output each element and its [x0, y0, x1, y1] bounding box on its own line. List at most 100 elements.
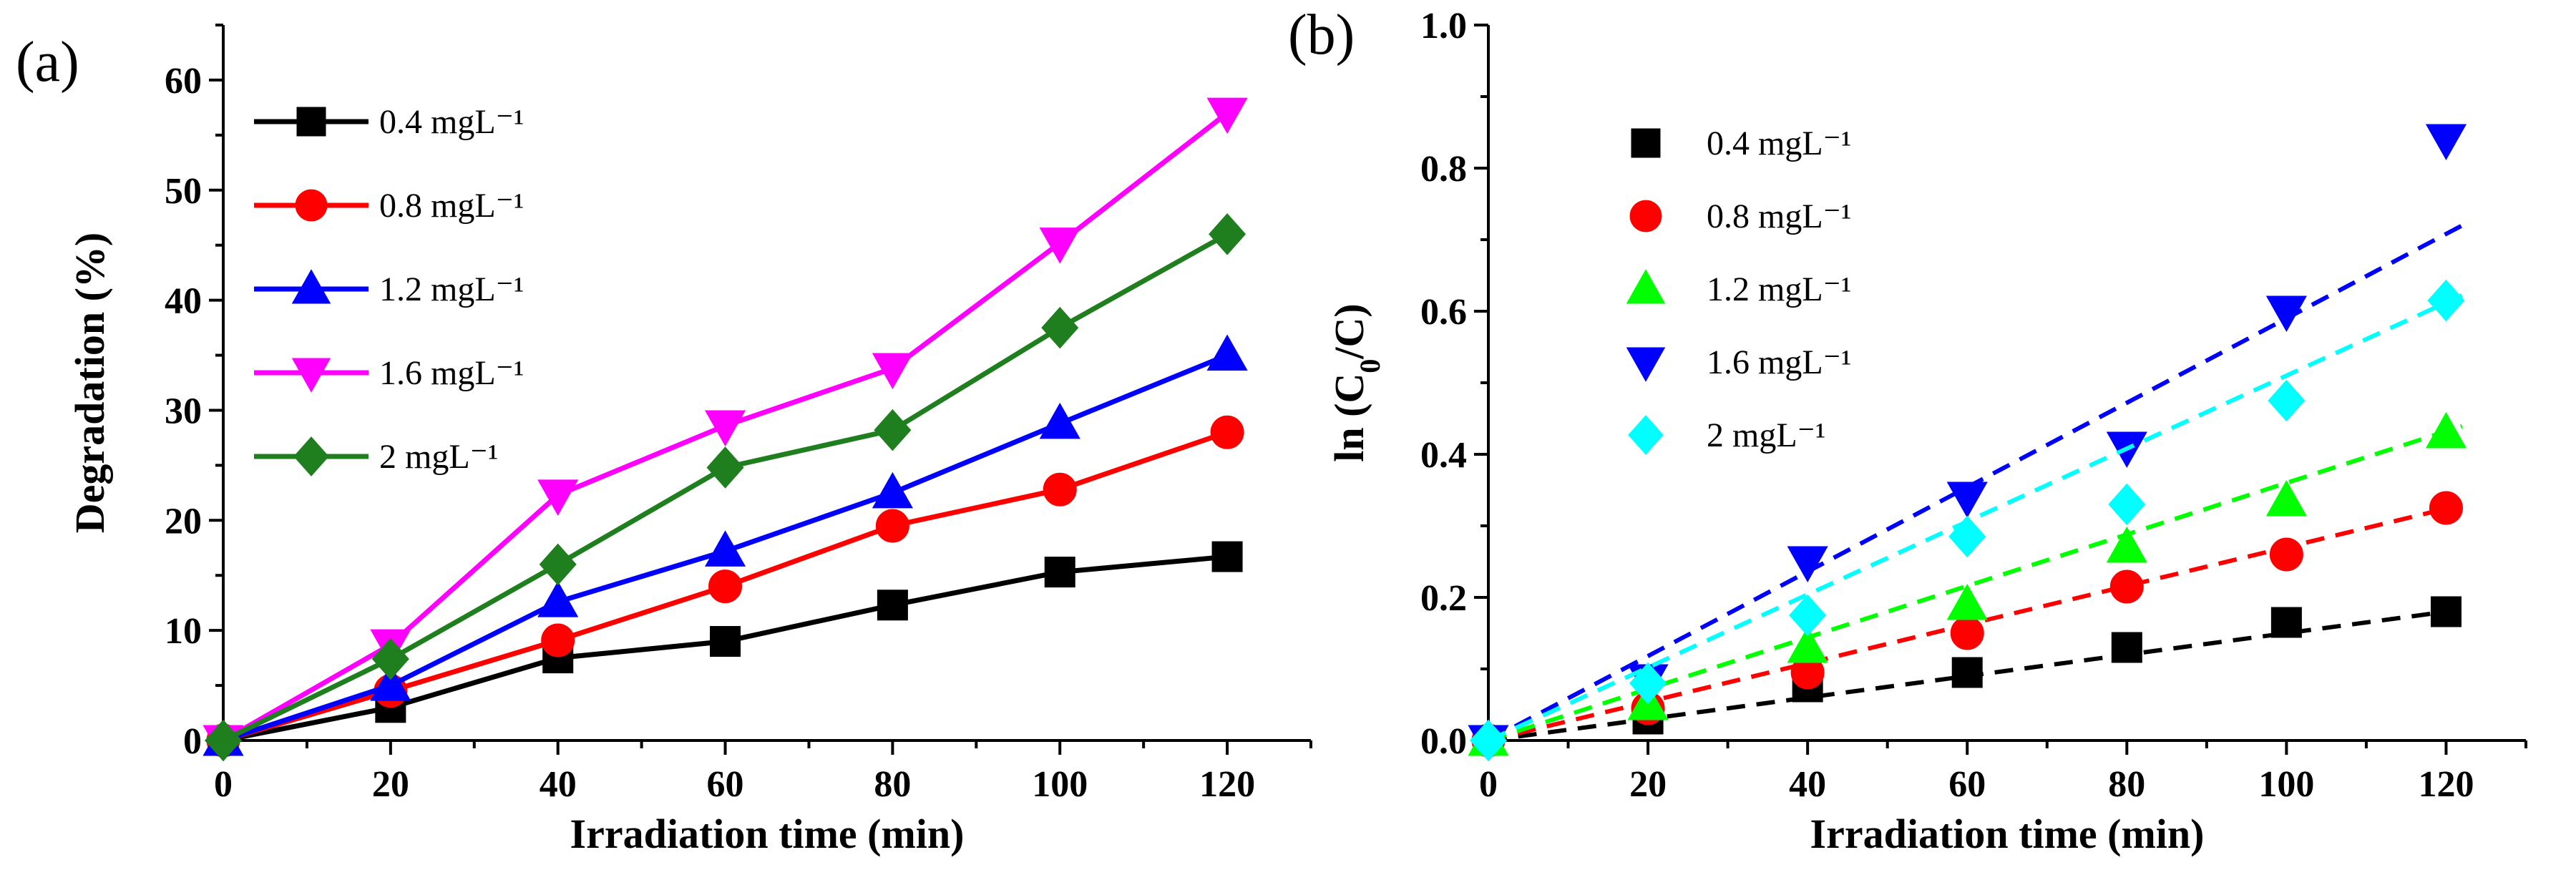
data-point: [1039, 402, 1080, 439]
y-tick-label: 30: [165, 391, 202, 431]
y-tick-label: 40: [165, 281, 202, 322]
data-point: [2425, 411, 2467, 449]
data-point: [874, 409, 912, 451]
chart-panel-b: 0 20 40 60 80 100 120 0.0 0.2 0.4 0.6 0.8 1.0 Irradia…: [1326, 6, 2527, 857]
data-point: [1206, 334, 1248, 371]
data-point: [204, 719, 243, 762]
data-point: [2425, 124, 2467, 161]
x-tick-label: 100: [2258, 764, 2314, 805]
y-axis-title: ln (C0/C): [1326, 303, 1386, 461]
series-1p2-mgl-: [1468, 411, 2467, 756]
x-tick-label: 60: [1948, 764, 1986, 805]
data-point: [2265, 295, 2307, 333]
x-tick-label: 100: [1032, 764, 1088, 805]
x-tick-label: 0: [1479, 764, 1498, 805]
data-point: [2108, 483, 2146, 526]
data-point: [2109, 569, 2144, 604]
data-point: [706, 446, 744, 489]
data-point: [1206, 97, 1248, 135]
legend-marker: [1628, 415, 1664, 455]
data-point: [1210, 415, 1244, 449]
data-point: [1787, 546, 1828, 583]
legend-label: 1.2 mgL⁻¹: [1707, 270, 1851, 308]
y-tick-label: 10: [165, 611, 202, 652]
x-tick-label: 80: [2108, 764, 2145, 805]
y-tick-label: 0.4: [1420, 435, 1467, 476]
y-axis-title-subscript: 0: [1354, 359, 1386, 373]
data-point: [877, 590, 908, 621]
x-tick-label: 120: [1199, 764, 1255, 805]
data-point: [2111, 632, 2142, 663]
data-point: [1950, 616, 1984, 650]
chart-panel-a: 0 20 40 60 80 100 120 0 10 20 30 40 50 60 Irradiation …: [67, 24, 1312, 857]
data-point: [1044, 557, 1075, 588]
data-point: [539, 543, 577, 586]
legend-marker: [291, 358, 331, 393]
x-tick-label: 60: [707, 764, 744, 805]
y-axis-title-main: ln (C: [1326, 373, 1372, 462]
legend-label: 0.4 mgL⁻¹: [379, 103, 524, 141]
series-1p6-mgl-: [203, 97, 1248, 762]
data-point: [2269, 537, 2303, 572]
y-axis-title: Degradation (%): [67, 233, 113, 533]
y-axis-title-end: /C): [1326, 303, 1372, 359]
x-tick-label: 0: [214, 764, 233, 805]
panel-b-label: (b): [1288, 4, 1355, 67]
legend-label: 0.4 mgL⁻¹: [1707, 124, 1851, 162]
y-tick-label: 0.2: [1420, 578, 1467, 619]
data-point: [872, 353, 913, 390]
data-point: [1041, 306, 1079, 349]
y-tick-label: 50: [165, 171, 202, 212]
legend-label: 0.8 mgL⁻¹: [379, 187, 524, 225]
data-point: [1789, 594, 1827, 637]
data-point: [370, 665, 411, 701]
y-tick-label: 0.6: [1420, 292, 1467, 333]
x-axis-title: Irradiation time (min): [1810, 811, 2205, 857]
data-point: [537, 581, 579, 617]
data-point: [2268, 379, 2306, 422]
data-point: [541, 623, 575, 657]
x-tick-label: 80: [874, 764, 911, 805]
data-point: [2106, 526, 2147, 563]
data-point: [1043, 472, 1077, 507]
data-point: [2270, 607, 2302, 638]
y-tick-label: 20: [165, 501, 202, 542]
data-point: [2429, 491, 2463, 525]
x-tick-label: 20: [1629, 764, 1667, 805]
series-1p2-mgl-: [203, 334, 1248, 756]
legend-marker: [1631, 128, 1661, 158]
series-2-mgl-: [1469, 279, 2465, 762]
data-point: [371, 637, 409, 680]
legend-marker: [1626, 269, 1666, 304]
data-point: [2427, 279, 2465, 322]
data-point: [2265, 479, 2307, 517]
x-axis-title: Irradiation time (min): [570, 811, 965, 857]
y-tick-label: 1.0: [1420, 6, 1467, 47]
data-point: [2430, 596, 2462, 627]
data-point: [872, 471, 913, 509]
x-tick-label: 20: [372, 764, 409, 805]
legend-label: 2 mgL⁻¹: [379, 438, 498, 476]
series-2-mgl-: [204, 213, 1246, 762]
legend-marker: [293, 436, 329, 476]
y-tick-label: 0: [183, 721, 202, 762]
legend-label: 2 mgL⁻¹: [1707, 416, 1825, 454]
data-point: [1209, 213, 1246, 255]
legend-marker: [295, 189, 328, 222]
legend-label: 1.2 mgL⁻¹: [379, 270, 524, 308]
fit-line: [1488, 424, 2463, 743]
legend: 0.4 mgL⁻¹ 0.8 mgL⁻¹ 1.2 mgL⁻¹ 1.6 mgL⁻¹ 2 mg…: [1626, 124, 1851, 455]
legend-label: 1.6 mgL⁻¹: [379, 354, 524, 392]
x-tick-label: 40: [540, 764, 577, 805]
data-point: [1948, 515, 1986, 558]
data-point: [537, 479, 579, 516]
data-point: [875, 509, 909, 543]
x-tick-label: 120: [2418, 764, 2474, 805]
data-point: [1039, 228, 1080, 264]
data-point: [1946, 481, 1988, 519]
data-point: [704, 530, 746, 567]
legend-label: 0.8 mgL⁻¹: [1707, 197, 1851, 235]
y-tick-label: 0.8: [1420, 149, 1467, 190]
x-tick-label: 40: [1789, 764, 1826, 805]
